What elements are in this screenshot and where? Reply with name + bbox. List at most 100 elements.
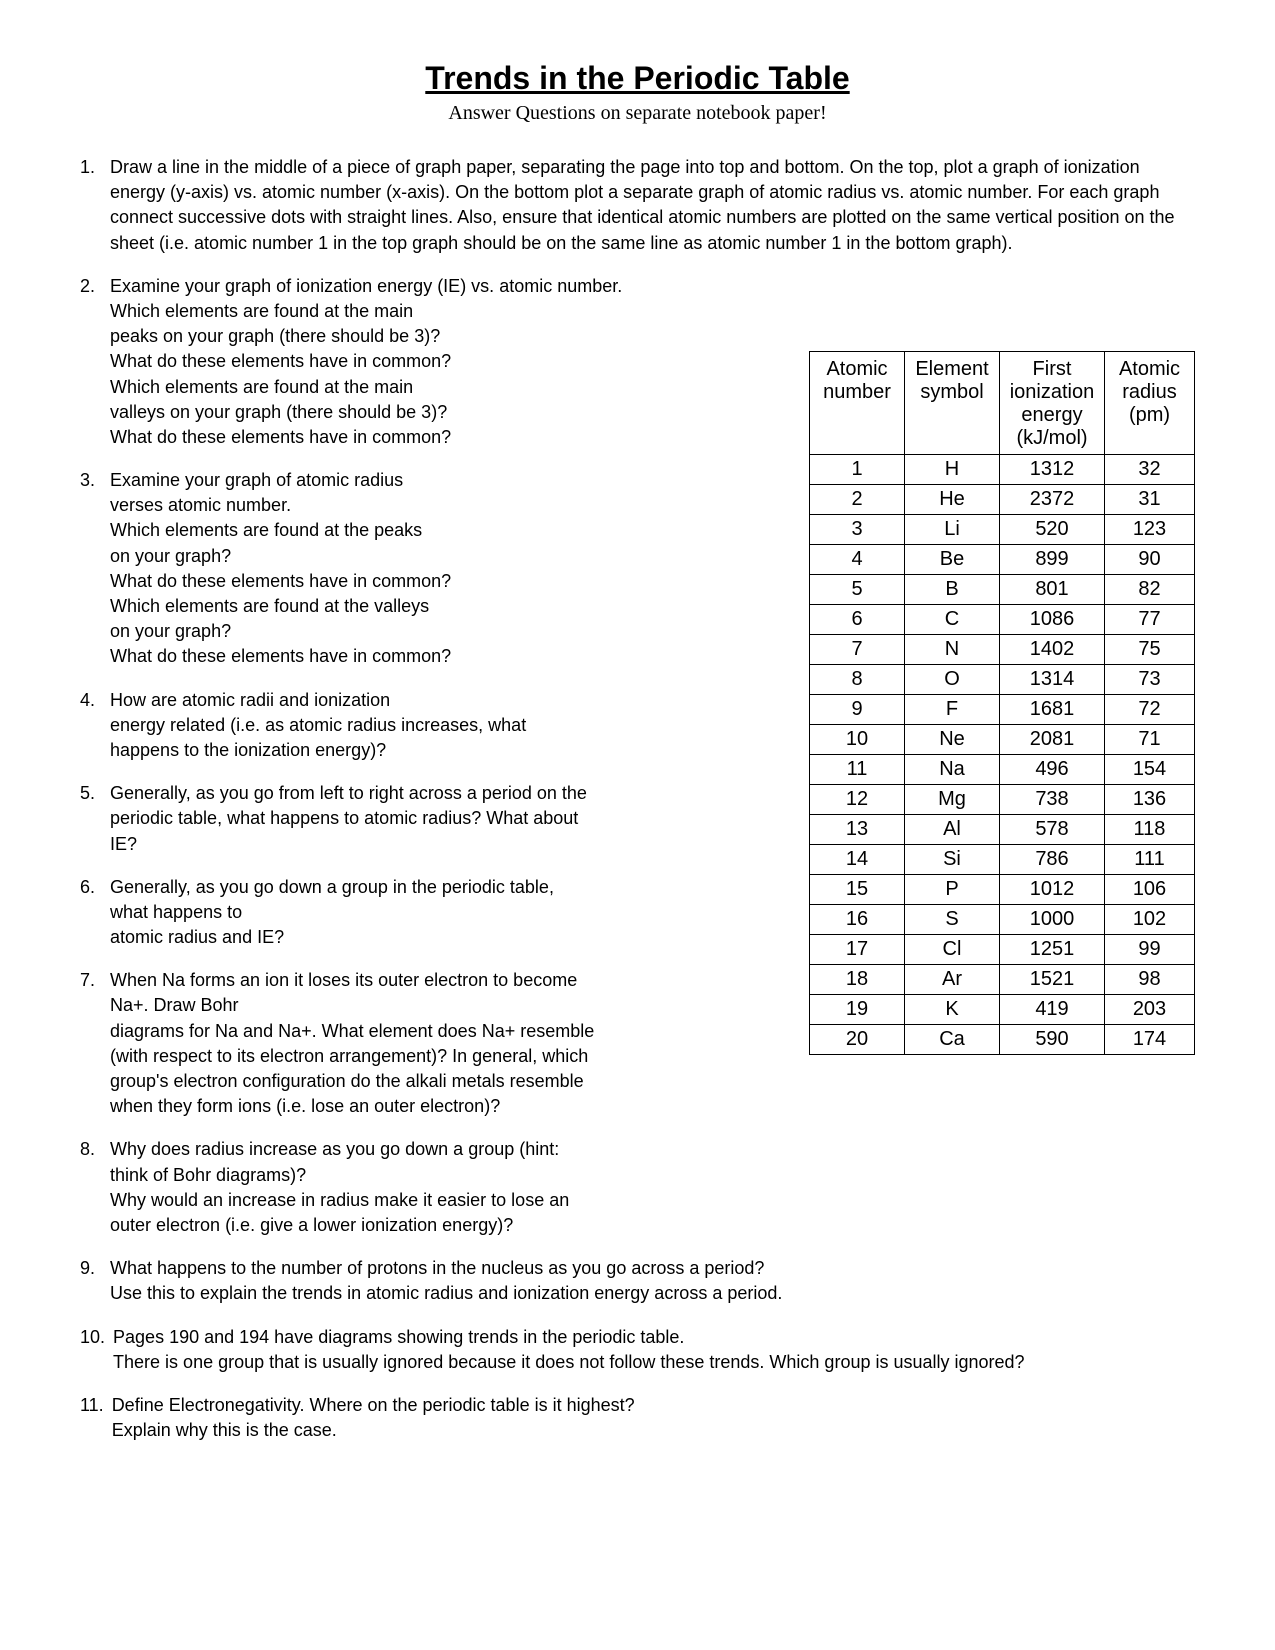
- table-cell: 82: [1105, 575, 1195, 605]
- question-text: Generally, as you go from left to right …: [110, 781, 650, 857]
- question-text: Pages 190 and 194 have diagrams showing …: [113, 1325, 1195, 1375]
- question-line: outer electron (i.e. give a lower ioniza…: [110, 1213, 650, 1238]
- table-cell: P: [905, 875, 1000, 905]
- question-text: When Na forms an ion it loses its outer …: [110, 968, 650, 1119]
- table-row: 12Mg738136: [810, 785, 1195, 815]
- table-row: 13Al578118: [810, 815, 1195, 845]
- table-body: 1H1312322He2372313Li5201234Be899905B8018…: [810, 455, 1195, 1055]
- table-cell: Ne: [905, 725, 1000, 755]
- table-cell: 1012: [1000, 875, 1105, 905]
- question-item: 10.Pages 190 and 194 have diagrams showi…: [80, 1325, 1195, 1375]
- table-cell: 1402: [1000, 635, 1105, 665]
- question-line: What do these elements have in common?: [110, 644, 650, 669]
- question-text: What happens to the number of protons in…: [110, 1256, 1195, 1306]
- table-row: 17Cl125199: [810, 935, 1195, 965]
- table-cell: 10: [810, 725, 905, 755]
- question-line: think of Bohr diagrams)?: [110, 1163, 650, 1188]
- table-cell: 19: [810, 995, 905, 1025]
- question-number: 1.: [80, 155, 110, 256]
- table-cell: O: [905, 665, 1000, 695]
- table-cell: 18: [810, 965, 905, 995]
- question-line: Use this to explain the trends in atomic…: [110, 1281, 1195, 1306]
- table-cell: 1086: [1000, 605, 1105, 635]
- question-line: Examine your graph of ionization energy …: [110, 274, 650, 299]
- table-row: 6C108677: [810, 605, 1195, 635]
- header: Trends in the Periodic Table Answer Ques…: [80, 60, 1195, 125]
- table-cell: 2: [810, 485, 905, 515]
- table-header-atomic-number: Atomic number: [810, 352, 905, 455]
- question-line: peaks on your graph (there should be 3)?: [110, 324, 650, 349]
- table-cell: 98: [1105, 965, 1195, 995]
- question-number: 5.: [80, 781, 110, 857]
- table-header-element-symbol: Element symbol: [905, 352, 1000, 455]
- table-cell: 106: [1105, 875, 1195, 905]
- table-cell: 71: [1105, 725, 1195, 755]
- table-cell: Be: [905, 545, 1000, 575]
- question-line: What do these elements have in common?: [110, 569, 650, 594]
- table-cell: 15: [810, 875, 905, 905]
- table-cell: 20: [810, 1025, 905, 1055]
- question-line: There is one group that is usually ignor…: [113, 1350, 1195, 1375]
- table-cell: 1: [810, 455, 905, 485]
- table-cell: 3: [810, 515, 905, 545]
- page-title: Trends in the Periodic Table: [80, 60, 1195, 97]
- table-cell: 90: [1105, 545, 1195, 575]
- question-number: 7.: [80, 968, 110, 1119]
- table-cell: 12: [810, 785, 905, 815]
- table-cell: Ca: [905, 1025, 1000, 1055]
- question-number: 4.: [80, 688, 110, 764]
- question-line: What happens to the number of protons in…: [110, 1256, 1195, 1281]
- question-line: Generally, as you go down a group in the…: [110, 875, 650, 900]
- question-text: Examine your graph of ionization energy …: [110, 274, 650, 450]
- table-cell: 5: [810, 575, 905, 605]
- question-line: energy related (i.e. as atomic radius in…: [110, 713, 650, 738]
- content-wrapper: 1.Draw a line in the middle of a piece o…: [80, 155, 1195, 1443]
- question-text: Generally, as you go down a group in the…: [110, 875, 650, 951]
- question-number: 8.: [80, 1137, 110, 1238]
- table-row: 18Ar152198: [810, 965, 1195, 995]
- table-cell: 14: [810, 845, 905, 875]
- table-cell: 9: [810, 695, 905, 725]
- question-line: What do these elements have in common?: [110, 349, 650, 374]
- table-cell: 7: [810, 635, 905, 665]
- table-cell: 2372: [1000, 485, 1105, 515]
- table-cell: 1251: [1000, 935, 1105, 965]
- table-row: 3Li520123: [810, 515, 1195, 545]
- table-cell: 31: [1105, 485, 1195, 515]
- question-text: Why does radius increase as you go down …: [110, 1137, 650, 1238]
- question-text: How are atomic radii and ionizationenerg…: [110, 688, 650, 764]
- table-cell: 123: [1105, 515, 1195, 545]
- table-cell: 520: [1000, 515, 1105, 545]
- question-line: Define Electronegativity. Where on the p…: [112, 1393, 1195, 1418]
- question-line: verses atomic number.: [110, 493, 650, 518]
- question-line: on your graph?: [110, 619, 650, 644]
- table-cell: 1521: [1000, 965, 1105, 995]
- table-cell: 203: [1105, 995, 1195, 1025]
- table-cell: 17: [810, 935, 905, 965]
- question-line: How are atomic radii and ionization: [110, 688, 650, 713]
- table-cell: 32: [1105, 455, 1195, 485]
- question-line: Pages 190 and 194 have diagrams showing …: [113, 1325, 1195, 1350]
- table-cell: 496: [1000, 755, 1105, 785]
- table-cell: Na: [905, 755, 1000, 785]
- table-cell: 1314: [1000, 665, 1105, 695]
- table-cell: 1312: [1000, 455, 1105, 485]
- question-line: When Na forms an ion it loses its outer …: [110, 968, 650, 993]
- table-cell: 899: [1000, 545, 1105, 575]
- table-cell: S: [905, 905, 1000, 935]
- table-cell: 154: [1105, 755, 1195, 785]
- question-line: valleys on your graph (there should be 3…: [110, 400, 650, 425]
- question-number: 11.: [80, 1393, 112, 1443]
- table-cell: 99: [1105, 935, 1195, 965]
- question-item: 1.Draw a line in the middle of a piece o…: [80, 155, 1195, 256]
- table-cell: 72: [1105, 695, 1195, 725]
- table-row: 1H131232: [810, 455, 1195, 485]
- question-number: 3.: [80, 468, 110, 670]
- question-line: Explain why this is the case.: [112, 1418, 1195, 1443]
- table-row: 11Na496154: [810, 755, 1195, 785]
- question-number: 6.: [80, 875, 110, 951]
- table-cell: F: [905, 695, 1000, 725]
- table-cell: 590: [1000, 1025, 1105, 1055]
- table-cell: 6: [810, 605, 905, 635]
- question-line: Draw a line in the middle of a piece of …: [110, 155, 1195, 256]
